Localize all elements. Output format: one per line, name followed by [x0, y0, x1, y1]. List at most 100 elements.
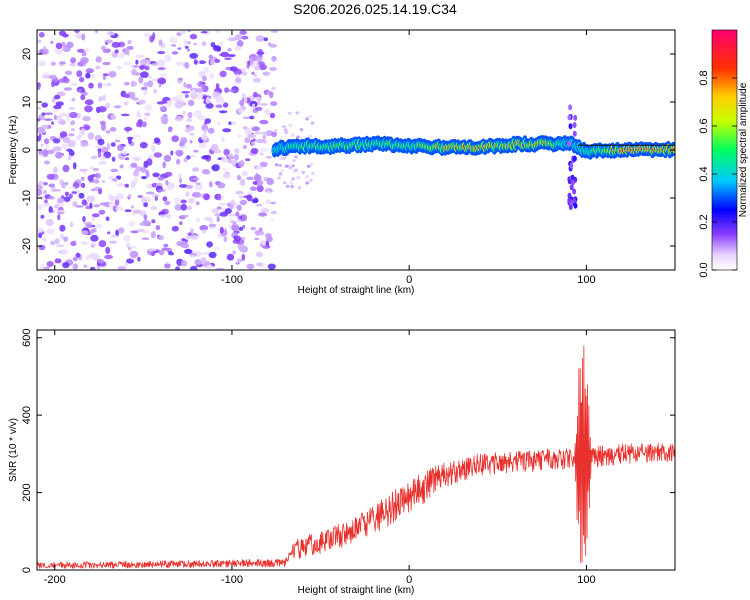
noise-speckle	[157, 77, 167, 85]
noise-speckle	[246, 263, 255, 270]
noise-speckle	[43, 266, 50, 270]
noise-speckle	[184, 94, 189, 98]
noise-speckle	[100, 45, 106, 51]
noise-speckle	[84, 48, 90, 53]
noise-speckle	[187, 111, 193, 119]
noise-speckle	[144, 33, 151, 37]
noise-speckle	[130, 205, 135, 209]
noise-speckle	[254, 237, 260, 241]
noise-speckle	[254, 55, 263, 62]
noise-speckle	[143, 82, 152, 87]
noise-speckle	[61, 143, 69, 149]
noise-speckle	[190, 265, 198, 270]
noise-speckle	[283, 181, 287, 185]
noise-speckle	[299, 128, 304, 132]
noise-speckle	[130, 81, 138, 87]
noise-speckle	[250, 226, 257, 231]
noise-speckle	[89, 266, 96, 270]
noise-speckle	[178, 173, 183, 178]
noise-speckle	[197, 92, 204, 100]
noise-speckle	[81, 176, 85, 181]
noise-speckle	[253, 96, 262, 101]
noise-speckle	[252, 181, 258, 185]
noise-speckle	[243, 95, 248, 104]
spectrogram-y-tick-label: 20	[21, 48, 33, 60]
noise-speckle	[137, 99, 146, 105]
noise-speckle	[222, 167, 228, 171]
noise-speckle	[137, 195, 144, 198]
noise-speckle	[249, 186, 257, 192]
noise-speckle	[171, 44, 177, 47]
spike-blob	[568, 104, 573, 111]
noise-speckle	[164, 263, 171, 269]
noise-speckle	[235, 262, 240, 265]
noise-speckle	[63, 236, 68, 242]
snr-y-tick-label: 400	[21, 406, 33, 424]
noise-speckle	[95, 223, 103, 229]
noise-speckle	[97, 258, 105, 264]
noise-speckle	[252, 138, 256, 142]
noise-speckle	[53, 114, 58, 121]
noise-speckle	[70, 240, 77, 247]
noise-speckle	[81, 51, 87, 57]
noise-speckle	[40, 214, 45, 219]
noise-speckle	[72, 162, 77, 170]
noise-speckle	[227, 159, 232, 164]
noise-speckle	[97, 151, 102, 158]
noise-speckle	[93, 204, 100, 208]
noise-speckle	[131, 245, 137, 249]
noise-speckle	[95, 144, 104, 149]
noise-speckle	[51, 80, 55, 88]
noise-speckle	[212, 45, 222, 52]
spike-blob	[568, 123, 573, 130]
noise-speckle	[119, 164, 124, 169]
noise-speckle	[94, 30, 99, 34]
noise-speckle	[157, 235, 164, 241]
spike-blob	[572, 155, 577, 162]
noise-speckle	[75, 32, 83, 40]
noise-speckle	[144, 117, 148, 121]
noise-speckle	[208, 251, 217, 259]
noise-speckle	[221, 156, 229, 163]
noise-speckle	[144, 104, 153, 111]
noise-speckle	[81, 199, 88, 206]
noise-speckle	[253, 174, 262, 182]
noise-speckle	[67, 140, 76, 147]
noise-speckle	[151, 144, 156, 153]
noise-speckle	[68, 133, 75, 137]
noise-speckle	[127, 246, 132, 251]
noise-speckle	[124, 48, 130, 55]
noise-speckle	[251, 126, 261, 132]
noise-speckle	[193, 42, 197, 46]
noise-speckle	[239, 100, 245, 106]
noise-speckle	[201, 41, 207, 47]
noise-speckle	[151, 62, 158, 66]
noise-speckle	[136, 112, 142, 119]
spike-blob	[569, 162, 574, 169]
noise-speckle	[201, 155, 209, 160]
noise-speckle	[211, 164, 220, 172]
noise-speckle	[87, 132, 95, 140]
noise-speckle	[69, 193, 73, 199]
snr-series-line	[37, 345, 675, 569]
noise-speckle	[155, 225, 161, 231]
spectrogram-y-tick-label: 10	[21, 96, 33, 108]
noise-speckle	[159, 73, 167, 77]
noise-speckle	[154, 196, 158, 201]
noise-speckle	[274, 163, 279, 167]
noise-speckle	[49, 74, 57, 80]
noise-speckle	[101, 156, 106, 160]
noise-speckle	[165, 179, 169, 186]
noise-speckle	[180, 260, 188, 267]
spike-blob	[573, 202, 578, 209]
noise-speckle	[80, 142, 89, 147]
noise-speckle	[270, 101, 278, 107]
noise-speckle	[243, 195, 251, 199]
noise-speckle	[99, 202, 109, 206]
noise-speckle	[191, 193, 196, 197]
noise-speckle	[189, 254, 195, 258]
noise-speckle	[290, 133, 295, 137]
noise-speckle	[39, 195, 45, 201]
noise-speckle	[78, 89, 82, 92]
noise-speckle	[83, 125, 91, 131]
